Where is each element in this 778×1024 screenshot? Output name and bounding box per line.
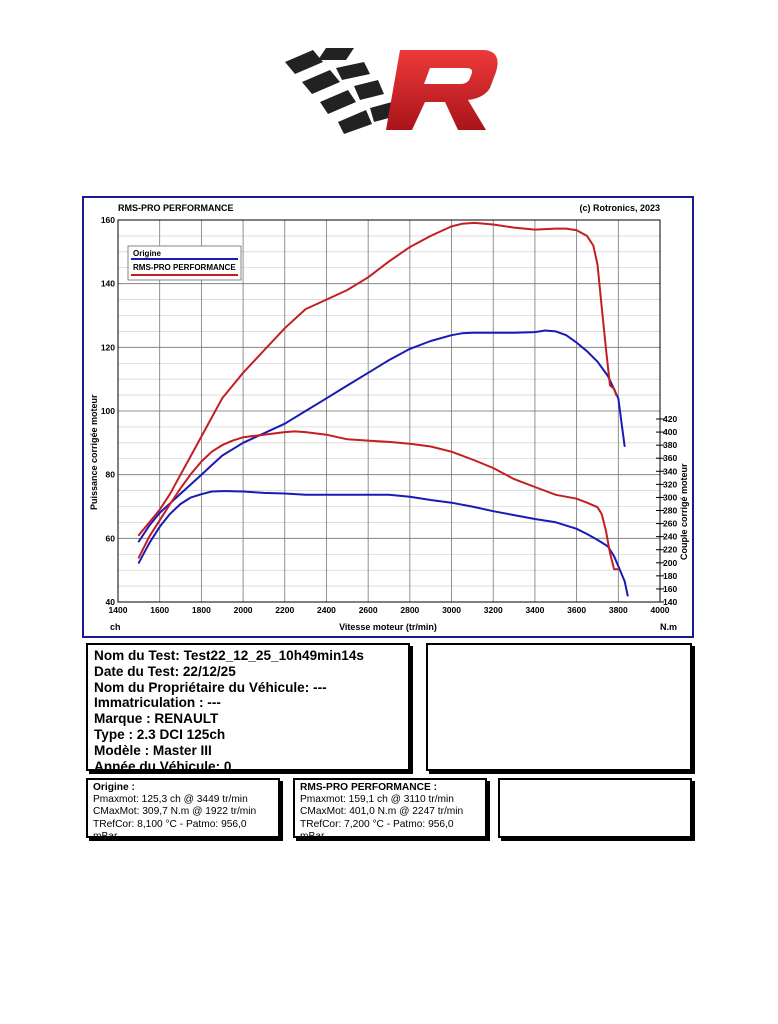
blank-panel bbox=[426, 643, 692, 771]
x-tick-label: 2000 bbox=[234, 605, 253, 615]
registration: Immatriculation : --- bbox=[94, 695, 221, 711]
brand: Marque : RENAULT bbox=[94, 711, 219, 727]
y2-tick-label: 280 bbox=[663, 506, 677, 516]
y2-tick-label: 380 bbox=[663, 440, 677, 450]
y2-tick-label: 140 bbox=[663, 597, 677, 607]
summary-origine-title: Origine : bbox=[93, 782, 135, 793]
y2-tick-label: 220 bbox=[663, 545, 677, 555]
y2-tick-label: 400 bbox=[663, 427, 677, 437]
x-unit-right: N.m bbox=[660, 622, 677, 632]
r-letter-icon bbox=[386, 50, 498, 130]
y-tick-label: 160 bbox=[101, 215, 115, 225]
x-axis-label: Vitesse moteur (tr/min) bbox=[339, 622, 437, 632]
x-tick-label: 3400 bbox=[525, 605, 544, 615]
x-tick-label: 1600 bbox=[150, 605, 169, 615]
summary-origine-cmax: CMaxMot: 309,7 N.m @ 1922 tr/min bbox=[93, 806, 257, 818]
y2-tick-label: 320 bbox=[663, 479, 677, 489]
summary-rms-pmax: Pmaxmot: 159,1 ch @ 3110 tr/min bbox=[300, 794, 454, 806]
chart-copyright: (c) Rotronics, 2023 bbox=[579, 203, 660, 213]
series-rms-power bbox=[137, 221, 618, 537]
y2-axis-label: Couple corrigé moteur bbox=[679, 463, 689, 560]
summary-origine-tref: TRefCor: 8,100 °C - Patmo: 956,0 mBar bbox=[93, 818, 247, 842]
x-tick-label: 2400 bbox=[317, 605, 336, 615]
legend-label-rms: RMS-PRO PERFORMANCE bbox=[133, 263, 236, 272]
y2-tick-label: 160 bbox=[663, 584, 677, 594]
x-tick-label: 3600 bbox=[567, 605, 586, 615]
vehicle-type: Type : 2.3 DCI 125ch bbox=[94, 726, 226, 742]
summary-rms-tref: TRefCor: 7,200 °C - Patmo: 956,0 mBar bbox=[300, 818, 454, 842]
summary-origine: Origine : Pmaxmot: 125,3 ch @ 3449 tr/mi… bbox=[86, 778, 280, 842]
x-tick-label: 1400 bbox=[109, 605, 128, 615]
y-tick-label: 40 bbox=[106, 597, 116, 607]
y-tick-label: 140 bbox=[101, 279, 115, 289]
x-tick-label: 1800 bbox=[192, 605, 211, 615]
x-unit-left: ch bbox=[110, 622, 121, 632]
y2-tick-label: 200 bbox=[663, 558, 677, 568]
test-name: Nom du Test: Test22_12_25_10h49min14s bbox=[94, 648, 364, 663]
y2-tick-label: 300 bbox=[663, 492, 677, 502]
x-tick-label: 3000 bbox=[442, 605, 461, 615]
x-tick-label: 3200 bbox=[484, 605, 503, 615]
test-date: Date du Test: 22/12/25 bbox=[94, 663, 236, 679]
chart-title: RMS-PRO PERFORMANCE bbox=[118, 203, 234, 213]
plot-area bbox=[117, 219, 661, 603]
owner-name: Nom du Propriétaire du Véhicule: --- bbox=[94, 679, 327, 695]
checkered-flag-icon bbox=[285, 48, 396, 134]
checkered-flag-r-logo bbox=[285, 48, 498, 134]
y2-tick-label: 420 bbox=[663, 414, 677, 424]
x-tick-label: 4000 bbox=[651, 605, 670, 615]
y-tick-label: 120 bbox=[101, 342, 115, 352]
legend: Origine RMS-PRO PERFORMANCE bbox=[127, 245, 242, 281]
y-tick-label: 80 bbox=[106, 470, 116, 480]
y2-tick-label: 340 bbox=[663, 466, 677, 476]
summary-origine-pmax: Pmaxmot: 125,3 ch @ 3449 tr/min bbox=[93, 794, 248, 806]
legend-label-origine: Origine bbox=[133, 249, 162, 258]
y2-tick-label: 180 bbox=[663, 571, 677, 581]
vehicle-year: Année du Véhicule: 0 bbox=[94, 758, 232, 774]
summary-rms-title: RMS-PRO PERFORMANCE : bbox=[300, 782, 437, 793]
test-info-box: Nom du Test: Test22_12_25_10h49min14s Da… bbox=[86, 643, 410, 774]
y2-tick-label: 360 bbox=[663, 453, 677, 463]
x-tick-label: 2600 bbox=[359, 605, 378, 615]
y-tick-label: 100 bbox=[101, 406, 115, 416]
x-tick-label: 3800 bbox=[609, 605, 628, 615]
blank-summary-panel bbox=[498, 778, 692, 838]
y2-tick-label: 260 bbox=[663, 519, 677, 529]
summary-rms-cmax: CMaxMot: 401,0 N.m @ 2247 tr/min bbox=[300, 806, 464, 818]
dyno-chart: RMS-PRO PERFORMANCE (c) Rotronics, 2023 … bbox=[82, 196, 694, 638]
y2-tick-label: 240 bbox=[663, 532, 677, 542]
x-tick-label: 2200 bbox=[275, 605, 294, 615]
series-origine-power bbox=[137, 329, 626, 543]
series-origine-torque bbox=[137, 490, 629, 597]
vehicle-model: Modèle : Master III bbox=[94, 742, 212, 758]
summary-rms: RMS-PRO PERFORMANCE : Pmaxmot: 159,1 ch … bbox=[293, 778, 487, 842]
y-axis-label: Puissance corrigée moteur bbox=[89, 394, 99, 510]
y-tick-label: 60 bbox=[106, 533, 116, 543]
x-tick-label: 2800 bbox=[400, 605, 419, 615]
series-rms-torque bbox=[137, 430, 620, 571]
